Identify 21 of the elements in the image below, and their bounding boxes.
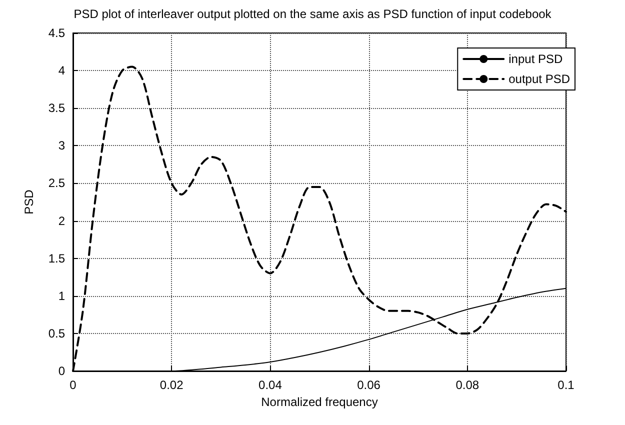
- legend-label: input PSD: [508, 52, 563, 66]
- y-tick-label: 4.5: [48, 26, 66, 40]
- y-tick-label: 2.5: [48, 176, 66, 190]
- chart-title: PSD plot of interleaver output plotted on the same axis as PSD function of input codebook: [74, 7, 552, 21]
- x-tick-label: 0.04: [258, 378, 282, 392]
- y-tick-label: 4: [58, 64, 66, 78]
- y-axis-title: PSD: [22, 189, 36, 214]
- y-tick-label: 1.5: [48, 251, 66, 266]
- y-tick-label: 3.5: [48, 101, 66, 116]
- x-tick-label: 0.02: [160, 378, 184, 392]
- y-tick-label: 0: [58, 364, 66, 378]
- legend-label: output PSD: [508, 72, 570, 86]
- y-tick-label: 1: [58, 288, 66, 303]
- x-tick-label: 0.08: [456, 378, 480, 392]
- x-tick-label: 0.06: [357, 378, 381, 392]
- y-tick-label: 3: [58, 138, 66, 153]
- x-tick-label: 0.1: [558, 378, 575, 392]
- x-tick-label: 0: [70, 378, 77, 392]
- x-axis-title: Normalized frequency: [261, 394, 378, 409]
- y-tick-label: 0.5: [48, 326, 66, 340]
- y-tick-label: 2: [58, 214, 66, 228]
